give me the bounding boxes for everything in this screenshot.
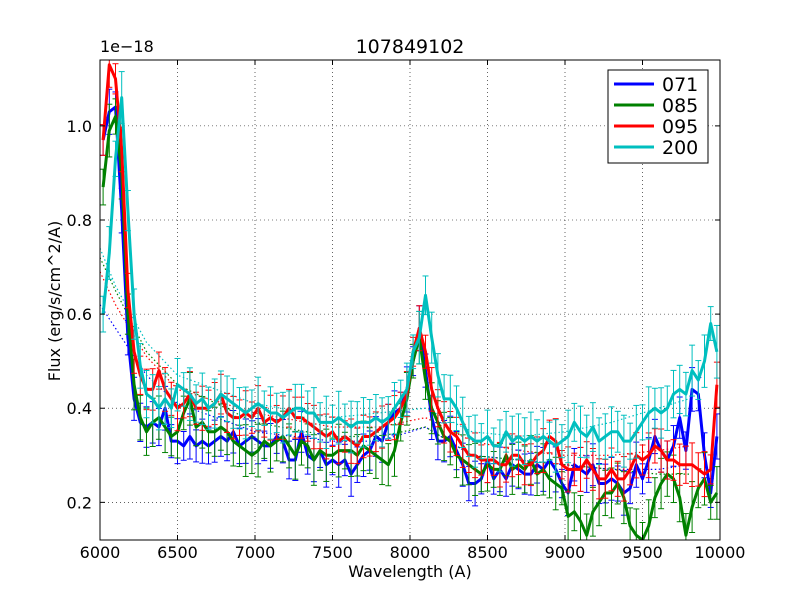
axes: 6000 6500 7000 7500 8000 8500 9000 9500 10000 0.2… <box>67 59 746 562</box>
x-tick-label: 10000 <box>695 543 746 562</box>
x-tick-label: 7500 <box>312 543 353 562</box>
y-offset-label: 1e−18 <box>100 37 154 56</box>
x-axis-label: Wavelength (A) <box>348 562 471 581</box>
series-group <box>100 60 720 540</box>
series-line-200 <box>101 96 719 448</box>
y-tick-label: 0.6 <box>67 305 92 324</box>
y-tick-label: 1.0 <box>67 117 92 136</box>
continuum-line-085 <box>100 257 689 475</box>
x-tick-label: 9000 <box>545 543 586 562</box>
legend-label-071: 071 <box>662 74 698 96</box>
legend-label-095: 095 <box>662 116 698 138</box>
y-tick-label: 0.8 <box>67 211 92 230</box>
continuum-line-095 <box>100 271 690 456</box>
x-tick-label: 6500 <box>157 543 198 562</box>
legend-label-200: 200 <box>662 137 698 159</box>
x-tick-label: 6000 <box>80 543 121 562</box>
y-tick-label: 0.4 <box>67 399 92 418</box>
x-tick-label: 8500 <box>467 543 508 562</box>
x-tick-label: 7000 <box>235 543 276 562</box>
legend-label-085: 085 <box>662 95 698 117</box>
x-tick-label: 8000 <box>390 543 431 562</box>
series-200 <box>100 71 720 473</box>
x-tick-label: 9500 <box>622 543 663 562</box>
continuum-line-200 <box>100 248 690 438</box>
plot-area <box>100 60 720 540</box>
y-tick-label: 0.2 <box>67 493 92 512</box>
chart-title: 107849102 <box>356 36 465 58</box>
y-axis-label: Flux (erg/s/cm^2/A) <box>45 221 64 382</box>
continuum-line-071 <box>100 304 690 471</box>
